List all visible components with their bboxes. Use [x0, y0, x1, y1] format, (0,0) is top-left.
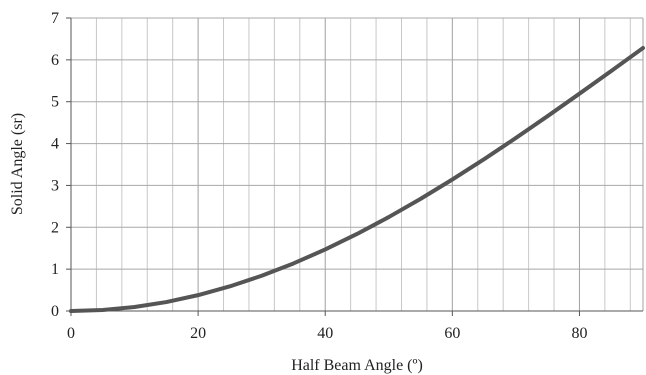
y-tick-label: 0	[51, 303, 59, 320]
x-tick-label: 40	[317, 325, 333, 342]
minor-gridlines	[95, 18, 631, 311]
x-axis-ticks: 0 20 40 60 80	[67, 311, 587, 342]
y-tick-label: 3	[51, 177, 59, 194]
x-tick-label: 60	[444, 325, 460, 342]
y-axis-ticks: 0 1 2 3 4 5 6 7	[51, 10, 71, 320]
x-tick-label: 0	[67, 325, 75, 342]
y-tick-label: 6	[51, 52, 59, 69]
x-tick-label: 80	[571, 325, 587, 342]
axes	[70, 18, 643, 312]
x-tick-label: 20	[190, 325, 206, 342]
y-axis-title: Solid Angle (sr)	[9, 113, 26, 215]
data-series	[69, 46, 645, 313]
major-gridlines	[70, 17, 644, 312]
series-line	[69, 46, 645, 313]
y-tick-label: 1	[51, 261, 59, 278]
y-tick-label: 5	[51, 94, 59, 111]
y-tick-label: 2	[51, 219, 59, 236]
y-tick-label: 7	[51, 10, 59, 27]
y-tick-label: 4	[51, 136, 59, 153]
x-axis-title: Half Beam Angle (º)	[291, 357, 423, 374]
